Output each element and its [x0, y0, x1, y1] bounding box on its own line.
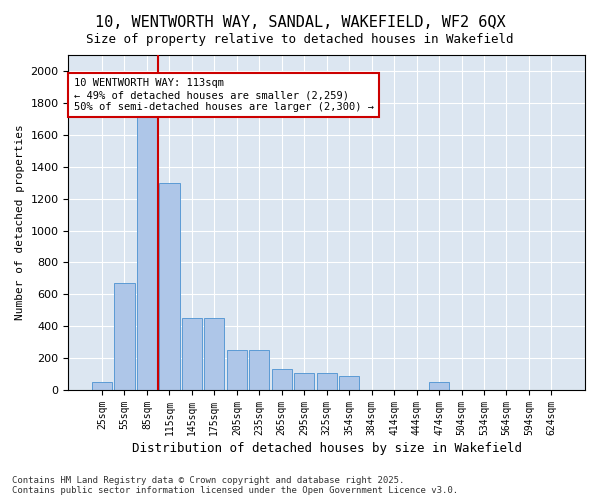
Bar [272, 370, 292, 390]
Bar [249, 350, 269, 390]
Text: Size of property relative to detached houses in Wakefield: Size of property relative to detached ho… [86, 32, 514, 46]
Bar [294, 372, 314, 390]
Bar [137, 87, 157, 390]
Bar [429, 382, 449, 390]
Text: 10 WENTWORTH WAY: 113sqm
← 49% of detached houses are smaller (2,259)
50% of sem: 10 WENTWORTH WAY: 113sqm ← 49% of detach… [74, 78, 374, 112]
Text: Contains HM Land Registry data © Crown copyright and database right 2025.
Contai: Contains HM Land Registry data © Crown c… [12, 476, 458, 495]
Bar [115, 283, 134, 390]
Y-axis label: Number of detached properties: Number of detached properties [15, 124, 25, 320]
Bar [227, 350, 247, 390]
Bar [339, 376, 359, 390]
X-axis label: Distribution of detached houses by size in Wakefield: Distribution of detached houses by size … [132, 442, 522, 455]
Bar [159, 182, 179, 390]
Bar [317, 372, 337, 390]
Bar [92, 382, 112, 390]
Text: 10, WENTWORTH WAY, SANDAL, WAKEFIELD, WF2 6QX: 10, WENTWORTH WAY, SANDAL, WAKEFIELD, WF… [95, 15, 505, 30]
Bar [182, 318, 202, 390]
Bar [204, 318, 224, 390]
